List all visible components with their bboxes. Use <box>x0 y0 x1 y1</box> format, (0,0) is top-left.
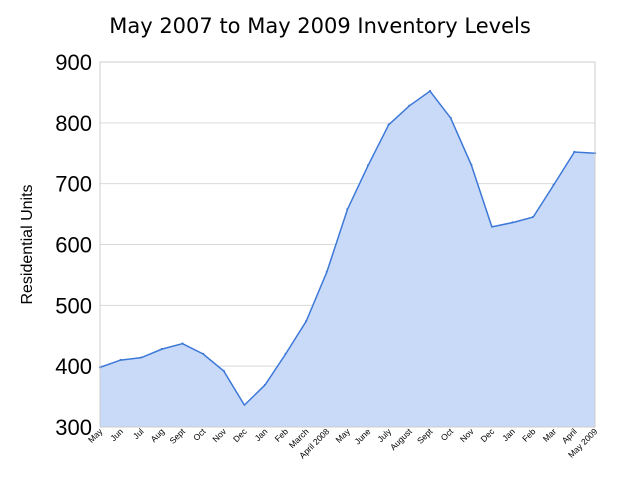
x-tick-label: Aug <box>149 426 167 444</box>
area-fill <box>100 91 595 427</box>
y-tick-label: 300 <box>55 415 92 440</box>
x-tick-label: Nov <box>458 426 476 444</box>
y-tick-label: 800 <box>55 111 92 136</box>
x-tick-label: Sept <box>415 426 435 446</box>
x-tick-label: Jan <box>253 426 270 443</box>
y-tick-label: 900 <box>55 50 92 75</box>
y-tick-label: 600 <box>55 233 92 258</box>
x-tick-label: June <box>352 426 372 446</box>
y-axis: 300 400 500 600 700 800 900 <box>55 50 92 440</box>
x-tick-label: Mar <box>541 426 559 444</box>
y-tick-label: 700 <box>55 172 92 197</box>
y-axis-label: Residential Units <box>19 184 36 304</box>
x-tick-label: Nov <box>210 426 228 444</box>
x-tick-label: Jun <box>108 426 125 443</box>
x-tick-label: August <box>388 426 414 452</box>
x-axis: May Jun Jul Aug Sept Oct Nov Dec Jan FebMarchApri… <box>86 426 600 461</box>
x-tick-label: Dec <box>479 426 497 444</box>
y-tick-label: 500 <box>55 293 92 318</box>
chart-title: May 2007 to May 2009 Inventory Levels <box>109 14 531 38</box>
x-tick-label: Sept <box>167 426 187 446</box>
x-tick-label: Oct <box>191 426 208 443</box>
plot-border <box>99 61 596 428</box>
x-tick-label: Oct <box>439 426 456 443</box>
y-tick-label: 400 <box>55 354 92 379</box>
x-tick-label: Jan <box>500 426 517 443</box>
x-tick-label: May <box>333 426 352 445</box>
x-tick-label: Jul <box>131 426 146 441</box>
x-tick-label: Dec <box>231 426 249 444</box>
x-tick-label: Feb <box>520 426 538 444</box>
series-line <box>99 90 596 407</box>
